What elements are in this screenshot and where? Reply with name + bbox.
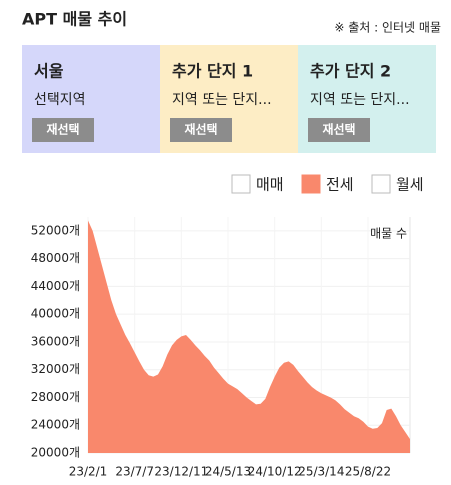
- y-tick-label: 44000개: [31, 279, 80, 293]
- y-tick-label: 24000개: [31, 418, 80, 432]
- panel-subtitle: 지역 또는 단지...: [172, 92, 272, 108]
- x-tick-label: 24/5/13: [205, 465, 251, 479]
- reselect-button-label: 재선택: [46, 122, 79, 137]
- source-note: ※ 출처 : 인터넷 매물: [334, 21, 441, 35]
- y-tick-label: 48000개: [31, 251, 80, 265]
- reselect-button[interactable]: [308, 118, 370, 142]
- y-tick-label: 36000개: [31, 334, 80, 348]
- y-tick-label: 40000개: [31, 307, 80, 321]
- y-tick-label: 32000개: [31, 362, 80, 376]
- reselect-button-label: 재선택: [322, 122, 355, 137]
- legend-checkbox[interactable]: [301, 174, 321, 194]
- y-axis-label: 매물 수: [370, 227, 407, 241]
- y-tick-label: 52000개: [31, 223, 80, 237]
- panel-title: 추가 단지 1: [172, 62, 253, 81]
- x-tick-label: 23/12/11: [154, 465, 208, 479]
- x-tick-label: 25/8/22: [345, 465, 391, 479]
- panel-title: 추가 단지 2: [310, 62, 391, 81]
- area: [88, 220, 410, 453]
- legend-checkbox[interactable]: [371, 174, 391, 194]
- x-tick-label: 24/10/12: [248, 465, 302, 479]
- x-tick-label: 25/3/14: [298, 465, 344, 479]
- x-tick-label: 23/7/7: [115, 465, 154, 479]
- panel-subtitle: 지역 또는 단지...: [310, 92, 410, 108]
- y-tick-label: 20000개: [31, 446, 80, 460]
- reselect-button-label: 재선택: [184, 122, 217, 137]
- legend-label[interactable]: 매매: [256, 176, 284, 194]
- x-tick-label: 23/2/1: [69, 465, 108, 479]
- page-title: APT 매물 추이: [22, 10, 127, 29]
- panel-title: 서울: [34, 62, 64, 81]
- y-tick-label: 28000개: [31, 390, 80, 404]
- legend-label[interactable]: 전세: [326, 176, 354, 194]
- legend-label[interactable]: 월세: [396, 176, 424, 194]
- legend-checkbox[interactable]: [231, 174, 251, 194]
- reselect-button[interactable]: [170, 118, 232, 142]
- reselect-button[interactable]: [32, 118, 94, 142]
- panel-subtitle: 선택지역: [34, 92, 86, 108]
